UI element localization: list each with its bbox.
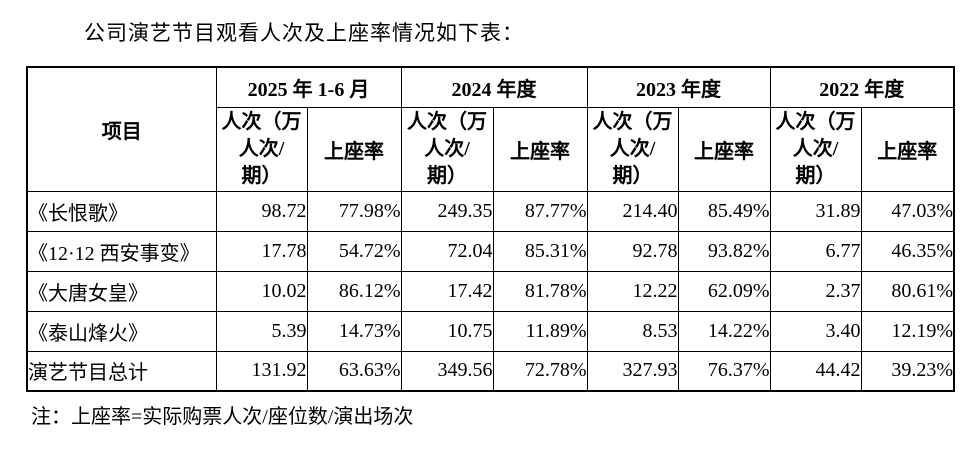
period-header-2022: 2022 年度 bbox=[769, 66, 955, 108]
cell-value: 349.56 bbox=[400, 350, 494, 392]
cell-value: 62.09% bbox=[677, 270, 771, 312]
cell-value: 10.02 bbox=[215, 270, 308, 312]
period-header-2024: 2024 年度 bbox=[400, 66, 588, 108]
table-row-total: 演艺节目总计 131.92 63.63% 349.56 72.78% 327.9… bbox=[26, 350, 955, 392]
row-label: 演艺节目总计 bbox=[26, 350, 217, 392]
cell-value: 17.42 bbox=[400, 270, 494, 312]
subheader-occupancy-2022: 上座率 bbox=[860, 106, 955, 192]
subheader-visitors-2024: 人次（万 人次/ 期） bbox=[400, 106, 494, 192]
subheader-occupancy-2025: 上座率 bbox=[306, 106, 402, 192]
cell-value: 46.35% bbox=[860, 230, 955, 272]
cell-value: 93.82% bbox=[677, 230, 771, 272]
row-label: 《12·12 西安事变》 bbox=[26, 230, 217, 272]
header-row-periods: 项目 2025 年 1-6 月 2024 年度 2023 年度 2022 年度 bbox=[26, 66, 955, 192]
period-header-2025: 2025 年 1-6 月 bbox=[215, 66, 402, 108]
subheader-occupancy-2023: 上座率 bbox=[677, 106, 771, 192]
subheader-visitors-2025: 人次（万 人次/ 期） bbox=[215, 106, 308, 192]
cell-value: 14.22% bbox=[677, 310, 771, 352]
performance-table: 项目 2025 年 1-6 月 2024 年度 2023 年度 2022 年度 … bbox=[26, 66, 956, 392]
row-label: 《长恨歌》 bbox=[26, 190, 217, 232]
cell-value: 14.73% bbox=[306, 310, 402, 352]
cell-value: 39.23% bbox=[860, 350, 955, 392]
table-row: 《大唐女皇》 10.02 86.12% 17.42 81.78% 12.22 6… bbox=[26, 270, 955, 312]
table-row: 《12·12 西安事变》 17.78 54.72% 72.04 85.31% 9… bbox=[26, 230, 955, 272]
cell-value: 131.92 bbox=[215, 350, 308, 392]
cell-value: 17.78 bbox=[215, 230, 308, 272]
cell-value: 12.19% bbox=[860, 310, 955, 352]
cell-value: 72.78% bbox=[492, 350, 588, 392]
cell-value: 3.40 bbox=[769, 310, 862, 352]
cell-value: 249.35 bbox=[400, 190, 494, 232]
row-label: 《大唐女皇》 bbox=[26, 270, 217, 312]
cell-value: 85.31% bbox=[492, 230, 588, 272]
subheader-occupancy-2024: 上座率 bbox=[492, 106, 588, 192]
cell-value: 72.04 bbox=[400, 230, 494, 272]
cell-value: 85.49% bbox=[677, 190, 771, 232]
subheader-visitors-2022: 人次（万 人次/ 期） bbox=[769, 106, 862, 192]
cell-value: 76.37% bbox=[677, 350, 771, 392]
cell-value: 5.39 bbox=[215, 310, 308, 352]
cell-value: 54.72% bbox=[306, 230, 402, 272]
footnote: 注：上座率=实际购票人次/座位数/演出场次 bbox=[31, 406, 414, 428]
column-header-project: 项目 bbox=[26, 66, 217, 192]
cell-value: 10.75 bbox=[400, 310, 494, 352]
cell-value: 92.78 bbox=[586, 230, 679, 272]
table-row: 《泰山烽火》 5.39 14.73% 10.75 11.89% 8.53 14.… bbox=[26, 310, 955, 352]
cell-value: 98.72 bbox=[215, 190, 308, 232]
cell-value: 63.63% bbox=[306, 350, 402, 392]
subheader-visitors-2023: 人次（万 人次/ 期） bbox=[586, 106, 679, 192]
cell-value: 11.89% bbox=[492, 310, 588, 352]
cell-value: 77.98% bbox=[306, 190, 402, 232]
header-row-metrics: 人次（万 人次/ 期） 上座率 人次（万 人次/ 期） 上座率 人次（万 人次/… bbox=[27, 106, 955, 192]
cell-value: 2.37 bbox=[769, 270, 862, 312]
cell-value: 327.93 bbox=[586, 350, 679, 392]
cell-value: 8.53 bbox=[586, 310, 679, 352]
table-container: 项目 2025 年 1-6 月 2024 年度 2023 年度 2022 年度 … bbox=[26, 66, 956, 392]
cell-value: 6.77 bbox=[769, 230, 862, 272]
cell-value: 214.40 bbox=[586, 190, 679, 232]
cell-value: 44.42 bbox=[769, 350, 862, 392]
table-row: 《长恨歌》 98.72 77.98% 249.35 87.77% 214.40 … bbox=[26, 190, 955, 232]
cell-value: 31.89 bbox=[769, 190, 862, 232]
cell-value: 12.22 bbox=[586, 270, 679, 312]
row-label: 《泰山烽火》 bbox=[26, 310, 217, 352]
period-header-2023: 2023 年度 bbox=[586, 66, 771, 108]
cell-value: 86.12% bbox=[306, 270, 402, 312]
cell-value: 47.03% bbox=[860, 190, 955, 232]
page-title: 公司演艺节目观看人次及上座率情况如下表： bbox=[84, 21, 524, 45]
cell-value: 87.77% bbox=[492, 190, 588, 232]
cell-value: 81.78% bbox=[492, 270, 588, 312]
cell-value: 80.61% bbox=[860, 270, 955, 312]
